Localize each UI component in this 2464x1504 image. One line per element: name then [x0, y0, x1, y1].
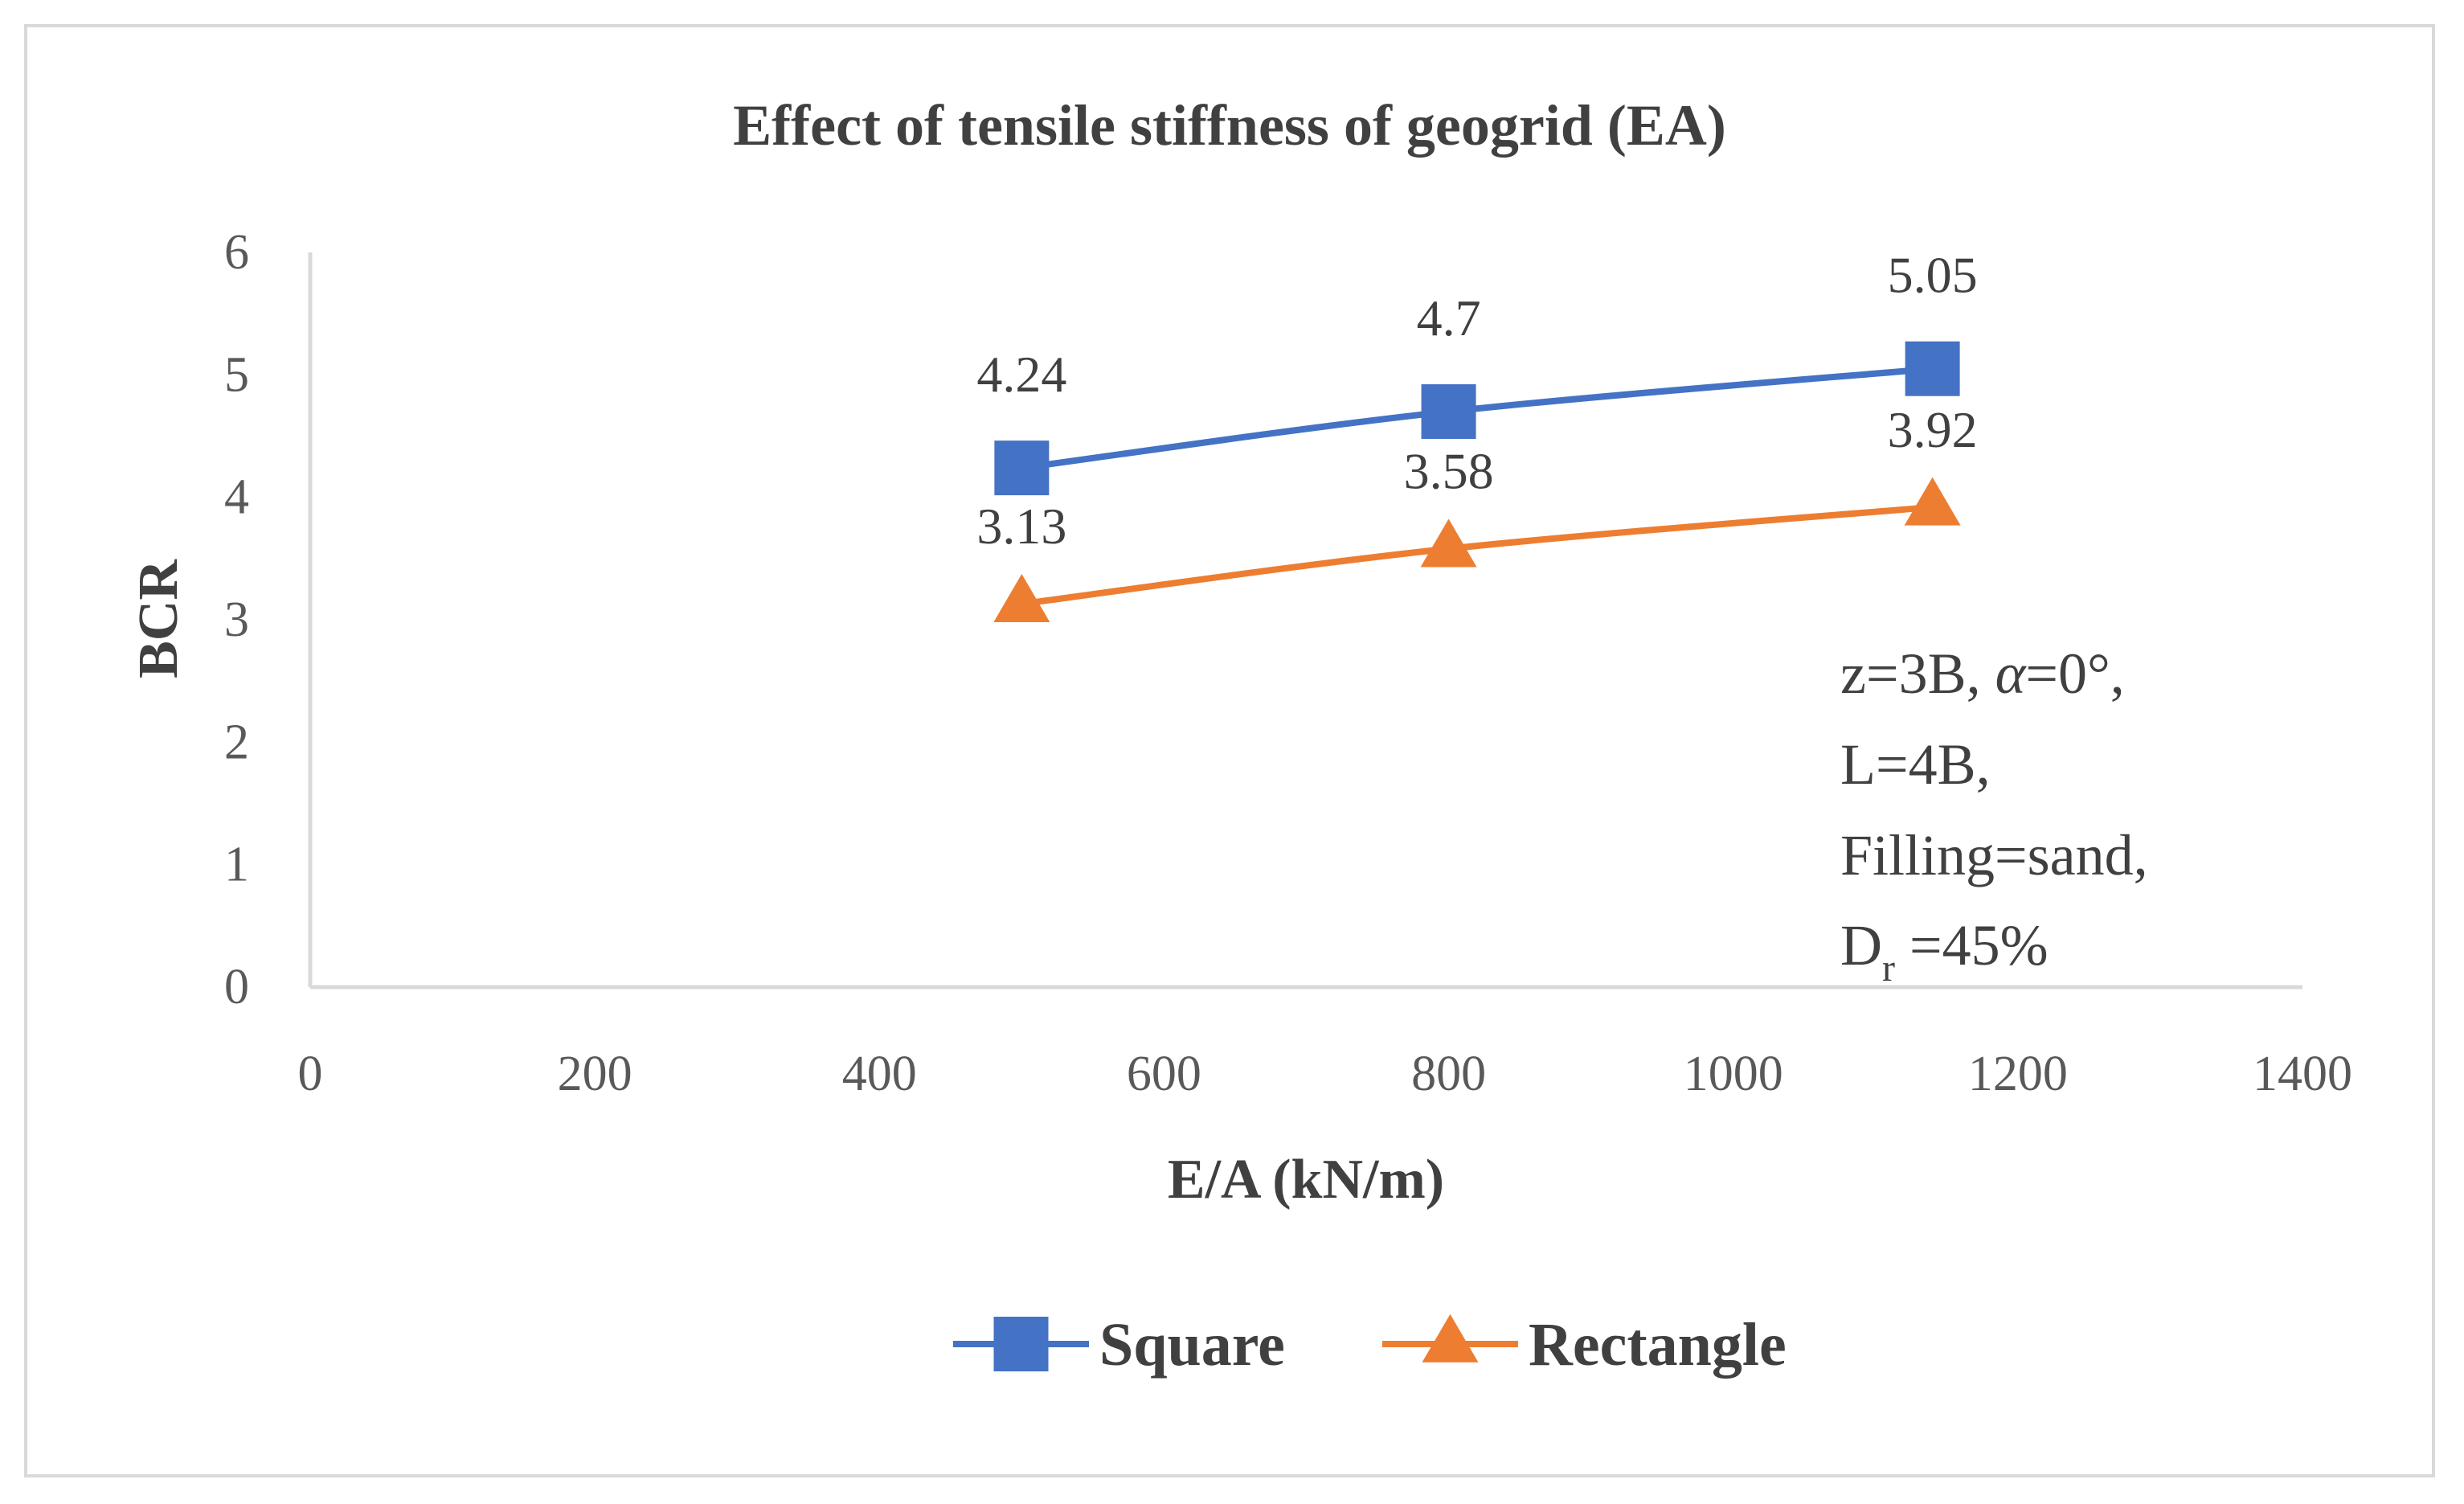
chart-frame: [24, 24, 2435, 1477]
x-tick-label-6: 1200: [1968, 1047, 2068, 1101]
legend-marker-square: [993, 1317, 1049, 1371]
y-axis-title: BCR: [128, 559, 190, 678]
y-tick-label-0: 0: [224, 960, 249, 1014]
square-data-label-0: 4.24: [976, 346, 1066, 403]
y-tick-label-4: 4: [224, 470, 249, 525]
legend-label-square: Square: [1099, 1311, 1285, 1379]
y-tick-label-6: 6: [224, 225, 249, 280]
rectangle-data-label-2: 3.92: [1888, 401, 1978, 458]
legend-label-rectangle: Rectangle: [1529, 1311, 1787, 1379]
x-tick-label-3: 600: [1127, 1047, 1201, 1101]
x-tick-label-1: 200: [558, 1047, 632, 1101]
x-tick-label-0: 0: [298, 1047, 323, 1101]
legend-marker-rectangle: [1422, 1313, 1479, 1363]
annotation-line-4: Dr =45%: [1840, 913, 2049, 990]
rectangle-data-label-1: 3.58: [1404, 443, 1494, 500]
rectangle-marker-1: [1420, 518, 1477, 568]
data-labels: 4.24 4.7 5.05 3.13 3.58 3.92: [976, 247, 1977, 555]
square-marker-2: [1905, 341, 1960, 396]
y-tick-label-1: 1: [224, 838, 249, 892]
annotation-line-3: Filling=sand,: [1840, 823, 2148, 887]
x-tick-label-5: 1000: [1684, 1047, 1783, 1101]
y-tick-label-2: 2: [224, 715, 249, 769]
rectangle-series-line: [1021, 503, 1933, 608]
x-tick-label-7: 1400: [2253, 1047, 2352, 1101]
rectangle-data-label-0: 3.13: [976, 498, 1066, 555]
annotation-line-2: L=4B,: [1840, 732, 1991, 797]
legend: Square Rectangle: [953, 1311, 1787, 1379]
axes: 0 1 2 3 4 5 6 0 200 400 600 800 1000 1200 1400: [224, 225, 2352, 1101]
chart-title: Effect of tensile stiffness of geogrid (…: [733, 93, 1726, 158]
y-tick-label-5: 5: [224, 347, 249, 402]
y-tick-label-3: 3: [224, 592, 249, 647]
annotation-line-1: z=3B, α=0°,: [1840, 641, 2125, 706]
chart-annotation: z=3B, α=0°, L=4B, Filling=sand, Dr =45%: [1840, 641, 2148, 990]
square-marker-0: [994, 441, 1050, 496]
rectangle-marker-0: [993, 573, 1050, 622]
x-axis-title: E/A (kN/m): [1168, 1149, 1444, 1211]
series-layer: [993, 341, 1961, 622]
rectangle-marker-2: [1904, 477, 1961, 526]
square-data-label-2: 5.05: [1888, 247, 1978, 304]
square-data-label-1: 4.7: [1417, 289, 1481, 346]
x-tick-label-4: 800: [1411, 1047, 1486, 1101]
x-tick-label-2: 400: [842, 1047, 917, 1101]
square-marker-1: [1421, 384, 1476, 440]
